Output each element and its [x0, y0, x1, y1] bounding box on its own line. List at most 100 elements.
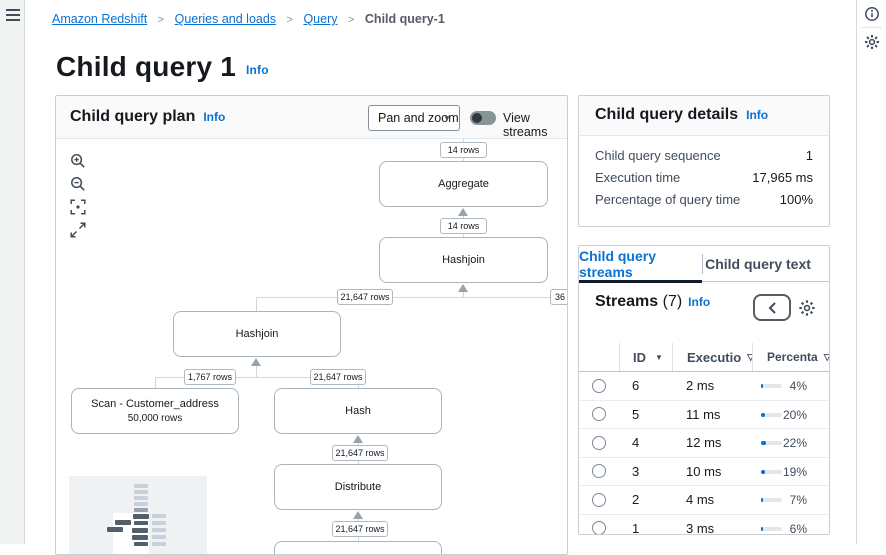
- plan-node-aggregate[interactable]: Aggregate: [379, 161, 548, 207]
- edge-label: 21,647 rows: [332, 521, 388, 537]
- details-title-text: Child query details: [595, 106, 739, 123]
- cell-percentage: 7%: [789, 493, 807, 507]
- edge-line: [463, 291, 464, 297]
- table-row[interactable]: 6 2 ms 4%: [579, 372, 829, 401]
- minimap-bar: [152, 535, 166, 539]
- zoom-out-icon[interactable]: [70, 176, 86, 192]
- row-radio[interactable]: [592, 407, 606, 422]
- details-panel-header: Child query details Info: [579, 96, 829, 136]
- column-label: ID: [633, 349, 646, 365]
- streams-title: Streams (7) Info: [595, 293, 710, 311]
- fullscreen-icon[interactable]: [70, 222, 86, 238]
- edge-label: 14 rows: [440, 142, 487, 158]
- arrow-up-icon: [251, 358, 261, 366]
- edge-label: 21,647 rows: [310, 369, 366, 385]
- edge-label: 1,767 rows: [184, 369, 236, 385]
- details-info-link[interactable]: Info: [746, 108, 769, 122]
- node-label: Scan - Customer_address: [91, 398, 219, 410]
- table-row[interactable]: 4 12 ms 22%: [579, 429, 829, 458]
- cell-execution-time: 10 ms: [686, 463, 722, 479]
- zoom-to-fit-icon[interactable]: [70, 199, 86, 215]
- row-radio[interactable]: [592, 464, 606, 479]
- details-panel-title: Child query details Info: [595, 106, 768, 124]
- plan-node-hash[interactable]: Hash: [274, 388, 442, 434]
- tab-child-query-text[interactable]: Child query text: [703, 246, 813, 282]
- view-streams-toggle[interactable]: [470, 111, 496, 125]
- cell-id: 4: [632, 435, 640, 451]
- plan-node-scan[interactable]: Scan - Customer_address 50,000 rows: [71, 388, 239, 434]
- detail-label: Percentage of query time: [595, 192, 741, 207]
- detail-label: Execution time: [595, 170, 681, 185]
- breadcrumb-link-redshift[interactable]: Amazon Redshift: [52, 12, 148, 26]
- minimap-bar: [152, 528, 166, 532]
- edge-line: [256, 297, 257, 311]
- streams-info-link[interactable]: Info: [688, 295, 711, 309]
- arrow-up-icon: [458, 208, 468, 216]
- tab-bar: Child query streams Child query text: [579, 246, 829, 283]
- minimap-bar: [134, 502, 148, 506]
- pan-zoom-select-value: Pan and zoom: [378, 111, 459, 125]
- plan-minimap[interactable]: [69, 476, 207, 554]
- node-label: Aggregate: [438, 178, 489, 190]
- streams-panel: Child query streams Child query text Str…: [578, 245, 830, 535]
- edge-line: [463, 158, 464, 161]
- detail-value: 17,965 ms: [752, 170, 813, 185]
- column-header-id[interactable]: ID ▼: [619, 343, 672, 371]
- sort-desc-icon: ▼: [655, 352, 663, 362]
- table-settings-gear-icon[interactable]: [798, 299, 816, 317]
- row-radio[interactable]: [592, 521, 606, 534]
- edge-line: [155, 377, 358, 378]
- minimap-bar: [134, 542, 148, 546]
- cell-execution-time: 4 ms: [686, 492, 715, 508]
- cell-id: 5: [632, 406, 640, 422]
- edge-line: [256, 365, 257, 377]
- tab-child-query-streams[interactable]: Child query streams: [579, 246, 702, 283]
- pan-zoom-select[interactable]: Pan and zoom ▼: [368, 105, 460, 131]
- plan-info-link[interactable]: Info: [203, 110, 226, 124]
- percentage-bar: [761, 441, 782, 445]
- plan-node-hashjoin-lower[interactable]: Hashjoin: [173, 311, 341, 357]
- column-label: Executio: [687, 349, 742, 365]
- row-radio[interactable]: [592, 435, 606, 450]
- child-query-plan-panel: Child query plan Info Pan and zoom ▼ View…: [55, 95, 568, 555]
- cell-id: 2: [632, 492, 640, 508]
- plan-node-partial[interactable]: [274, 541, 442, 554]
- table-row[interactable]: 3 10 ms 19%: [579, 458, 829, 486]
- info-icon[interactable]: [864, 6, 880, 22]
- table-row[interactable]: 5 11 ms 20%: [579, 401, 829, 429]
- table-header-row: ID ▼ Executio ▽ Percenta ▽: [579, 343, 829, 372]
- edge-line: [358, 461, 359, 464]
- node-label: Hashjoin: [442, 254, 485, 266]
- page-info-link[interactable]: Info: [245, 63, 269, 77]
- streams-title-text: Streams: [595, 293, 659, 310]
- percentage-bar: [761, 384, 782, 388]
- row-radio[interactable]: [592, 492, 606, 507]
- minimap-bar: [134, 508, 148, 512]
- collapse-panel-button[interactable]: [753, 294, 791, 321]
- settings-icon[interactable]: [864, 34, 880, 50]
- minimap-bar: [134, 484, 148, 488]
- plan-node-distribute[interactable]: Distribute: [274, 464, 442, 510]
- zoom-in-icon[interactable]: [70, 153, 86, 169]
- minimap-bar: [152, 521, 166, 525]
- table-row[interactable]: 1 3 ms 6%: [579, 515, 829, 534]
- detail-row-execution: Execution time 17,965 ms: [595, 170, 813, 188]
- tools-rail: [856, 0, 886, 544]
- breadcrumb-link-query[interactable]: Query: [303, 12, 338, 26]
- column-header-percentage[interactable]: Percenta ▽: [752, 343, 829, 371]
- breadcrumb-link-queries[interactable]: Queries and loads: [174, 12, 277, 26]
- row-radio[interactable]: [592, 378, 606, 393]
- plan-panel-header: Child query plan Info Pan and zoom ▼ View…: [56, 96, 567, 139]
- detail-row-sequence: Child query sequence 1: [595, 148, 813, 166]
- toggle-knob: [472, 113, 482, 123]
- edge-label: 21,647 rows: [337, 289, 393, 305]
- table-row[interactable]: 2 4 ms 7%: [579, 486, 829, 515]
- hamburger-menu-icon[interactable]: [6, 9, 20, 21]
- minimap-bar: [132, 528, 148, 533]
- edge-line: [358, 537, 359, 541]
- tab-label: Child query text: [705, 256, 811, 272]
- streams-count: (7): [662, 293, 683, 310]
- column-header-execution[interactable]: Executio ▽: [672, 343, 752, 371]
- plan-node-hashjoin-upper[interactable]: Hashjoin: [379, 237, 548, 283]
- node-label: Distribute: [334, 481, 382, 493]
